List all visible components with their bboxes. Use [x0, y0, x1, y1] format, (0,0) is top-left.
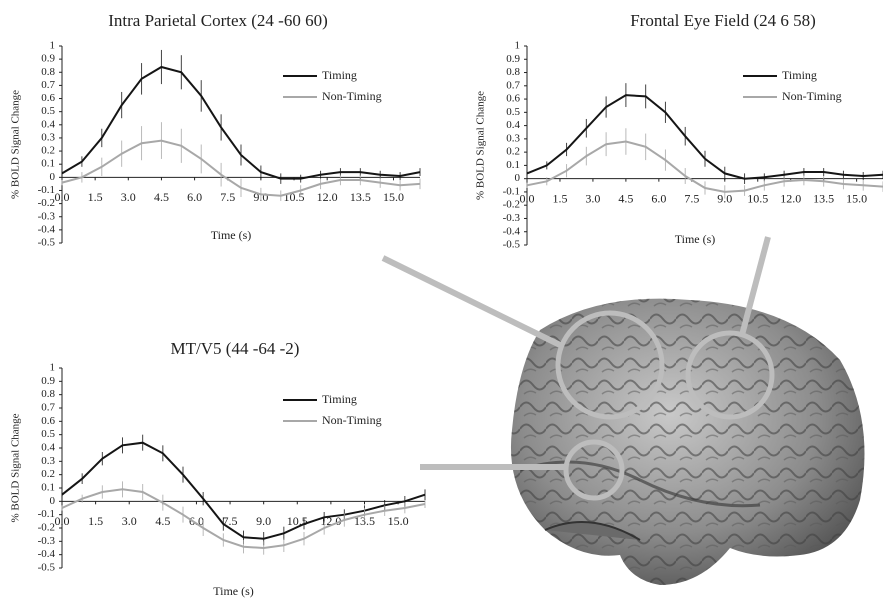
legend-label: Timing [782, 68, 817, 82]
y-tick-label: 0.4 [506, 119, 520, 131]
y-tick-label: 0.8 [506, 66, 520, 78]
y-tick-label: 0.7 [506, 79, 520, 91]
y-tick-label: 0.9 [41, 375, 55, 387]
y-tick-label: 0 [50, 171, 56, 183]
y-tick-label: -0.2 [38, 522, 55, 534]
y-tick-label: 1 [50, 362, 56, 374]
x-tick-label: 13.5 [813, 191, 834, 205]
x-tick-label: 4.5 [618, 191, 633, 205]
legend-label: Non-Timing [322, 89, 382, 103]
y-axis-label: % BOLD Signal Change [10, 413, 22, 522]
x-tick-label: 6.0 [187, 190, 202, 204]
x-tick-label: 4.5 [154, 190, 169, 204]
y-axis-label: % BOLD Signal Change [475, 91, 487, 200]
figure: Intra Parietal Cortex (24 -60 60) -0.5 -0.… [0, 0, 883, 600]
y-tick-label: 0.9 [506, 53, 520, 65]
y-tick-label: 0.5 [506, 106, 520, 118]
x-tick-label: 15.0 [388, 514, 409, 528]
connector [383, 258, 560, 345]
legend-label: Timing [322, 68, 357, 82]
y-tick-label: -0.4 [38, 223, 56, 235]
y-tick-label: -0.1 [38, 508, 55, 520]
y-tick-label: -0.5 [503, 239, 521, 251]
x-tick-label: 7.5 [220, 190, 235, 204]
x-tick-label: 1.5 [88, 190, 103, 204]
y-tick-label: 0.8 [41, 388, 55, 400]
x-tick-label: 12.0 [317, 190, 338, 204]
legend-label: Non-Timing [782, 89, 842, 103]
y-tick-label: 0.5 [41, 428, 55, 440]
x-tick-label: 12.0 [780, 191, 801, 205]
y-tick-label: -0.3 [503, 212, 521, 224]
y-tick-label: 0.1 [41, 158, 55, 170]
x-tick-label: 4.5 [155, 514, 170, 528]
x-tick-label: 3.0 [122, 514, 137, 528]
chart-title: Intra Parietal Cortex (24 -60 60) [108, 11, 328, 30]
y-tick-label: 0.6 [506, 93, 520, 105]
x-tick-label: 15.0 [383, 190, 404, 204]
x-tick-label: 13.5 [350, 190, 371, 204]
brain-image [383, 237, 865, 585]
x-tick-label: 3.0 [585, 191, 600, 205]
x-tick-label: 1.5 [88, 514, 103, 528]
y-tick-label: -0.2 [38, 197, 55, 209]
y-tick-label: 0.3 [506, 132, 520, 144]
x-tick-label: 7.5 [684, 191, 699, 205]
x-tick-label: 15.0 [846, 191, 867, 205]
y-tick-label: 0.4 [41, 118, 55, 130]
y-tick-label: 0.9 [41, 53, 55, 65]
legend-label: Non-Timing [322, 413, 382, 427]
y-tick-label: 0 [515, 172, 521, 184]
y-tick-label: -0.4 [38, 548, 56, 560]
y-tick-label: 0 [50, 495, 56, 507]
y-tick-label: -0.1 [38, 184, 55, 196]
y-axis-label: % BOLD Signal Change [10, 90, 22, 199]
y-tick-label: 0.7 [41, 402, 55, 414]
y-tick-label: 0.1 [41, 482, 55, 494]
y-tick-label: 1 [515, 40, 521, 52]
chart: Intra Parietal Cortex (24 -60 60) -0.5 -0.… [10, 11, 420, 249]
y-tick-label: 0.3 [41, 131, 55, 143]
x-tick-label: 3.0 [121, 190, 136, 204]
y-tick-label: 0.1 [506, 159, 520, 171]
y-tick-label: -0.3 [38, 535, 56, 547]
y-tick-label: 0.2 [506, 146, 520, 158]
x-tick-label: 0.0 [55, 190, 70, 204]
y-tick-label: 0.8 [41, 66, 55, 78]
chart-title: MT/V5 (44 -64 -2) [171, 339, 300, 358]
y-tick-label: 0.5 [41, 105, 55, 117]
x-axis-label: Time (s) [211, 228, 252, 242]
x-tick-label: 6.0 [651, 191, 666, 205]
x-axis-label: Time (s) [213, 584, 254, 598]
y-tick-label: 0.6 [41, 415, 55, 427]
x-tick-label: 10.5 [287, 514, 308, 528]
legend-label: Timing [322, 392, 357, 406]
x-tick-label: 10.5 [747, 191, 768, 205]
y-tick-label: -0.4 [503, 225, 521, 237]
y-tick-label: 0.6 [41, 92, 55, 104]
y-tick-label: 0.3 [41, 455, 55, 467]
y-tick-label: -0.1 [503, 185, 520, 197]
y-tick-label: -0.3 [38, 210, 56, 222]
y-tick-label: 0.2 [41, 468, 55, 480]
x-axis-label: Time (s) [675, 232, 716, 246]
y-tick-label: 1 [50, 40, 56, 52]
y-tick-label: -0.2 [503, 199, 520, 211]
x-tick-label: 1.5 [552, 191, 567, 205]
chart: MT/V5 (44 -64 -2)-0.5-0.4-0.3-0.2-0.100.… [10, 339, 425, 598]
x-tick-label: 9.0 [256, 514, 271, 528]
y-tick-label: -0.5 [38, 562, 56, 574]
y-tick-label: -0.5 [38, 237, 56, 249]
y-tick-label: 0.7 [41, 79, 55, 91]
y-tick-label: 0.2 [41, 145, 55, 157]
y-tick-label: 0.4 [41, 442, 55, 454]
chart-title: Frontal Eye Field (24 6 58) [630, 11, 816, 30]
x-tick-label: 0.0 [520, 191, 535, 205]
chart: Frontal Eye Field (24 6 58)-0.5-0.4-0.3-… [475, 11, 883, 251]
x-tick-label: 0.0 [55, 514, 70, 528]
page: Intra Parietal Cortex (24 -60 60) -0.5 -0.… [0, 0, 883, 600]
